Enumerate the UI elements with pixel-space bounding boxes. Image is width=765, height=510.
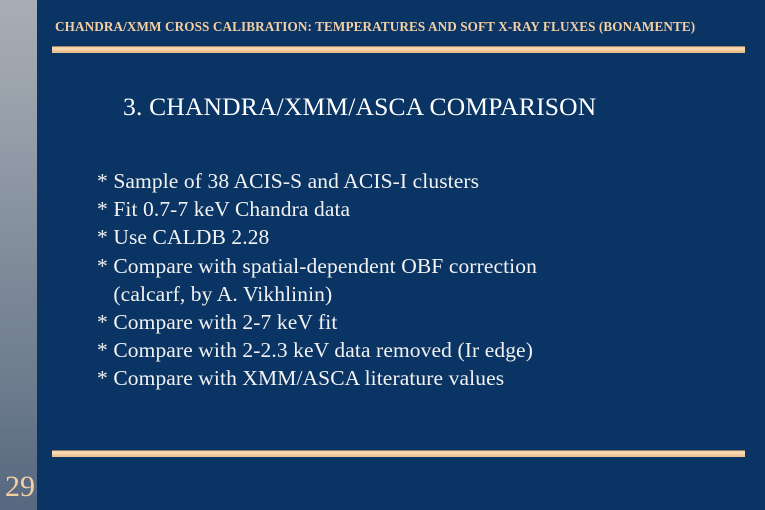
slide-header-title: CHANDRA/XMM CROSS CALIBRATION: TEMPERATU…	[55, 19, 696, 34]
list-item: * Compare with XMM/ASCA literature value…	[97, 366, 505, 391]
list-item: * Compare with 2-2.3 keV data removed (I…	[97, 338, 533, 363]
left-decorative-band	[0, 0, 37, 510]
header-divider-rule	[52, 46, 745, 53]
list-item: * Compare with spatial-dependent OBF cor…	[97, 253, 537, 278]
list-item: * Compare with 2-7 keV fit	[97, 310, 338, 335]
list-item: * Sample of 38 ACIS-S and ACIS-I cluster…	[97, 169, 480, 193]
slide-title: 3. CHANDRA/XMM/ASCA COMPARISON	[123, 92, 597, 121]
slide-body-list: * Sample of 38 ACIS-S and ACIS-I cluster…	[97, 167, 747, 393]
list-item: * Fit 0.7-7 keV Chandra data	[97, 197, 351, 222]
page-number: 29	[5, 470, 35, 503]
list-item-continuation: (calcarf, by A. Vikhlinin)	[97, 281, 333, 306]
footer-divider-rule	[52, 450, 745, 457]
list-item: * Use CALDB 2.28	[97, 225, 270, 250]
